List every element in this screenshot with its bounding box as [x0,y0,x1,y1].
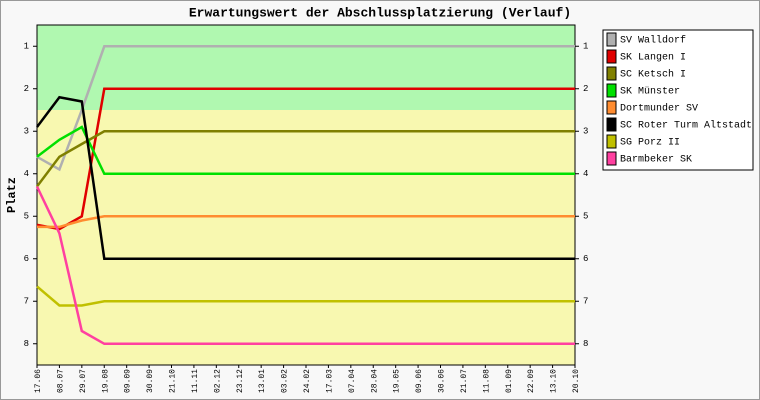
series-line [35,185,575,346]
legend-label: SC Roter Turm Altstadt [620,120,752,132]
x-tick-label: 30.06 [438,369,447,393]
x-tick-label: 13.10 [550,369,559,393]
chart-title: Erwartungswert der Abschlussplatzierung … [189,5,571,20]
y-tick-label-right: 7 [583,297,588,307]
series-line [36,95,575,261]
legend-label: SG Porz II [620,138,680,149]
x-tick-label: 22.09 [527,369,536,393]
x-tick-label: 19.05 [393,369,402,393]
x-tick-label: 11.08 [482,369,491,393]
x-tick-label: 17.03 [325,369,334,393]
y-tick-label-right: 2 [583,84,588,94]
x-tick-label: 01.09 [505,369,514,393]
y-tick-label-right: 3 [583,127,588,137]
x-tick-label: 17.06 [34,369,43,393]
legend-swatch [606,151,617,166]
x-tick-label: 28.04 [370,369,379,393]
legend-label: SC Ketsch I [620,69,686,81]
legend-label: SK Münster [620,86,680,98]
series-line [36,87,575,231]
series-line [36,130,575,188]
legend-swatch [606,49,617,64]
y-tick-label: 4 [24,169,29,179]
y-tick-label: 7 [24,297,29,307]
legend-label: Dortmunder SV [620,103,698,115]
y-tick-label-right: 1 [583,42,588,52]
x-tick-label: 08.07 [56,369,65,393]
y-tick-label: 3 [24,127,29,137]
series-line [37,215,575,229]
y-tick-label-right: 4 [583,169,588,179]
y-tick-label: 8 [24,339,29,349]
legend-label: SK Langen I [620,53,686,64]
y-tick-label-right: 8 [583,339,588,349]
legend-swatch [606,83,617,98]
series-line [36,285,575,307]
x-tick-label: 23.12 [236,369,245,393]
x-tick-label: 03.02 [281,369,290,393]
x-tick-label: 19.08 [101,369,110,393]
legend-box [602,29,754,171]
legend-swatch [606,117,617,132]
x-tick-label: 09.06 [415,369,424,393]
x-tick-label: 09.09 [124,369,133,393]
x-tick-label: 29.07 [79,369,88,393]
legend-swatch [606,32,617,47]
zone-band [37,25,575,110]
y-tick-label-right: 6 [583,254,588,264]
y-tick-label-right: 5 [583,212,588,222]
legend-label: Barmbeker SK [620,154,692,166]
x-tick-label: 07.04 [348,369,357,393]
y-tick-label: 1 [24,42,29,52]
legend-swatch [606,66,617,81]
x-tick-label: 11.11 [191,369,200,393]
x-tick-label: 24.02 [303,369,312,393]
x-tick-label: 21.10 [169,369,178,393]
y-tick-label: 5 [24,212,29,222]
x-tick-label: 02.12 [213,369,222,393]
zone-band [37,110,575,365]
legend-label: SV Walldorf [620,35,686,47]
y-tick-label: 6 [24,254,29,264]
x-tick-label: 30.09 [146,369,155,393]
y-tick-label: 2 [24,84,29,94]
legend-swatch [606,134,617,149]
x-tick-label: 13.01 [258,369,267,393]
series-line [36,45,575,172]
y-axis-label: Platz [5,177,19,213]
series-line [36,125,575,176]
x-tick-label: 20.10 [572,369,581,393]
legend-swatch [606,100,617,115]
x-tick-label: 21.07 [460,369,469,393]
